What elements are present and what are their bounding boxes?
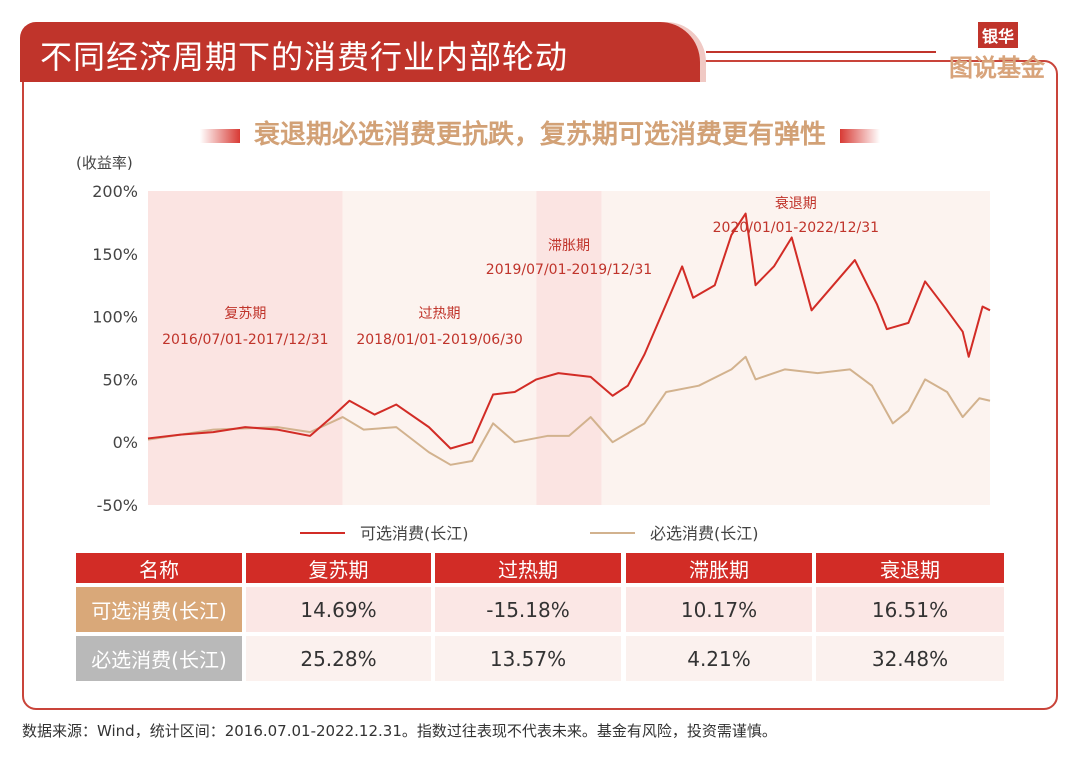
period-name: 过热期 (419, 306, 461, 322)
table-header-cell: 衰退期 (816, 553, 1004, 583)
series-line (147, 212, 991, 450)
logo: 银华 图说基金 (945, 22, 1060, 82)
y-axis-label: (收益率) (76, 154, 133, 172)
logo-bottom: 图说基金 (949, 54, 1045, 82)
table-header-cell: 名称 (76, 553, 242, 583)
period-name: 滞胀期 (548, 238, 590, 254)
period-band (536, 191, 602, 505)
table-header-cell: 滞胀期 (626, 553, 812, 583)
deco-bar-left (199, 128, 240, 143)
period-band (148, 191, 343, 505)
table-value-cell: -15.18% (435, 587, 621, 632)
table-value-cell: 14.69% (246, 587, 431, 632)
period-range: 2019/07/01-2019/12/31 (486, 262, 652, 278)
table-value-cell: 4.21% (626, 636, 812, 681)
period-band (601, 191, 990, 505)
period-range: 2020/01/01-2022/12/31 (713, 220, 879, 236)
table-value-cell: 25.28% (246, 636, 431, 681)
page-title: 不同经济周期下的消费行业内部轮动 (40, 38, 569, 76)
line-chart: 200% 150% 100% 50% 0% -50% 复苏期 2016/07/01-2017/… (92, 182, 991, 543)
y-tick-label: 200% (92, 182, 138, 201)
period-band (342, 191, 537, 505)
row-name-cell: 必选消费(长江) (76, 636, 242, 681)
table-value-cell: 16.51% (816, 587, 1004, 632)
legend-label: 必选消费(长江) (650, 524, 759, 543)
period-range: 2016/07/01-2017/12/31 (162, 332, 328, 348)
deco-bar-right (840, 128, 880, 143)
period-range: 2018/01/01-2019/06/30 (356, 332, 522, 348)
y-tick-label: -50% (97, 496, 138, 515)
title-banner: 不同经济周期下的消费行业内部轮动 (20, 22, 700, 82)
y-tick-label: 100% (92, 308, 138, 327)
y-tick-label: 150% (92, 245, 138, 264)
logo-top: 银华 (978, 22, 1019, 48)
divider (706, 51, 936, 53)
table-header-cell: 过热期 (435, 553, 621, 583)
series-line (147, 355, 991, 466)
footnote: 数据来源：Wind，统计区间：2016.07.01-2022.12.31。指数过… (22, 722, 777, 740)
chart-subtitle: 衰退期必选消费更抗跌，复苏期可选消费更有弹性 (0, 114, 1080, 151)
row-name-cell: 可选消费(长江) (76, 587, 242, 632)
y-tick-label: 50% (102, 370, 138, 389)
legend-label: 可选消费(长江) (360, 524, 469, 543)
table-value-cell: 32.48% (816, 636, 1004, 681)
table-value-cell: 13.57% (435, 636, 621, 681)
period-name: 衰退期 (775, 195, 817, 212)
table-value-cell: 10.17% (626, 587, 812, 632)
table-header-cell: 复苏期 (246, 553, 431, 583)
period-name: 复苏期 (224, 305, 266, 322)
y-tick-label: 0% (113, 433, 138, 452)
